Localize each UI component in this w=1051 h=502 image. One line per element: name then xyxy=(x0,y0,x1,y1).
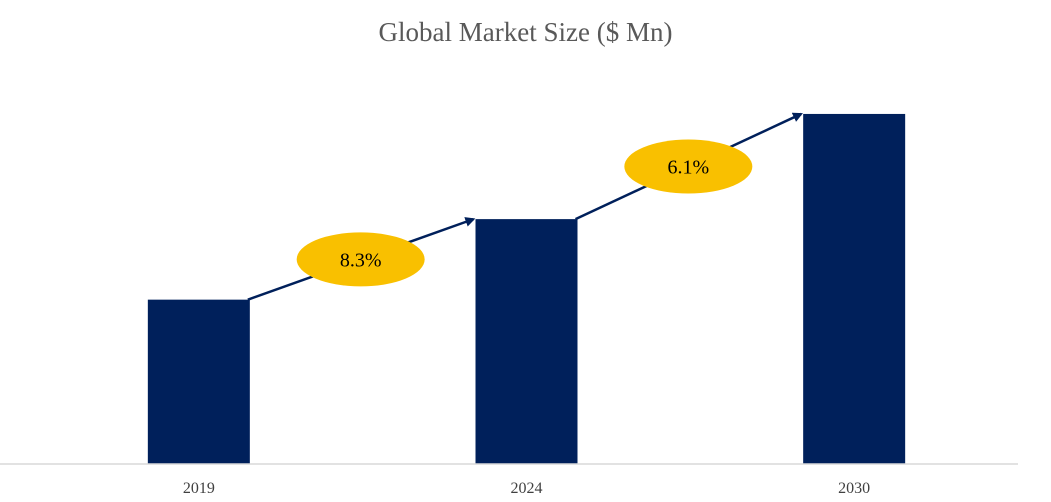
x-tick-label: 2024 xyxy=(511,480,543,497)
bar-2019 xyxy=(147,299,250,464)
cagr-badge xyxy=(296,232,425,287)
cagr-label: 6.1% xyxy=(667,157,709,179)
x-tick-label: 2030 xyxy=(838,480,870,497)
bar-2024 xyxy=(475,219,578,464)
x-tick-label: 2019 xyxy=(183,480,215,497)
bar-2030 xyxy=(803,113,906,464)
chart-title: Global Market Size ($ Mn) xyxy=(378,17,673,47)
cagr-badge xyxy=(624,139,753,194)
growth-arrows-layer: 8.3% 6.1% xyxy=(247,112,803,301)
cagr-label: 8.3% xyxy=(340,249,382,271)
bars-layer xyxy=(147,113,906,464)
tick-labels-layer: 2019 2024 2030 xyxy=(183,480,870,497)
